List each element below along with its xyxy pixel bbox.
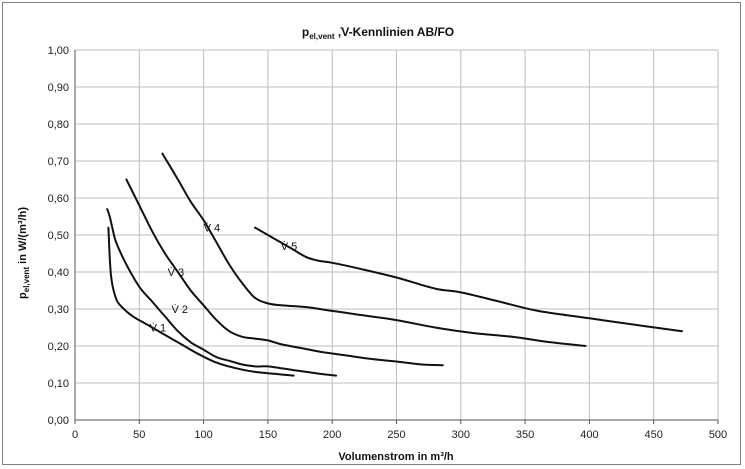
x-tick-labels: 0 50 100 150 200 250 300 350 400 450 500 (72, 429, 727, 441)
x-tick-label: 150 (259, 429, 277, 441)
y-tick-label: 0,90 (48, 82, 69, 94)
x-axis-title: Volumenstrom in m³/h (338, 451, 454, 463)
x-tick-label: 200 (323, 429, 341, 441)
series-line-2 (106, 208, 338, 377)
series-label-3: V̇ 3 (168, 266, 185, 279)
chart-frame (2, 2, 741, 465)
series-label-4: V̇ 4 (204, 222, 221, 235)
x-tick-label: 250 (387, 429, 405, 441)
y-tick-label: 0,60 (48, 193, 69, 205)
y-tick-labels: 0,00 0,10 0,20 0,30 0,40 0,50 0,60 0,70 0,80 0,90… (48, 45, 69, 427)
y-tick-label: 0,50 (48, 230, 69, 242)
x-tick-label: 500 (709, 429, 727, 441)
y-tick-label: 1,00 (48, 45, 69, 57)
y-tick-label: 0,20 (48, 341, 69, 353)
series-line-3 (125, 178, 444, 367)
y-tick-label: 0,10 (48, 378, 69, 390)
x-tick-label: 400 (580, 429, 598, 441)
y-tick-label: 0,30 (48, 304, 69, 316)
series-label-5: V̇ 5 (281, 240, 298, 253)
x-tick-label: 450 (645, 429, 663, 441)
series-labels: V̇ 1 V̇ 2 V̇ 3 V̇ 4 V̇ 5 (150, 222, 298, 335)
series-label-1: V̇ 1 (150, 322, 167, 335)
series-line-1 (107, 226, 295, 377)
y-tick-label: 0,00 (48, 415, 69, 427)
y-tick-label: 0,70 (48, 156, 69, 168)
series-line-4 (161, 152, 587, 347)
y-tick-label: 0,80 (48, 119, 69, 131)
y-tick-label: 0,40 (48, 267, 69, 279)
x-tick-label: 50 (133, 429, 145, 441)
x-tick-label: 300 (452, 429, 470, 441)
y-axis-title: pel,vent in W/(m³/h) (17, 207, 31, 299)
x-tick-label: 100 (194, 429, 212, 441)
series-line-5 (254, 226, 683, 333)
x-tick-label: 0 (72, 429, 78, 441)
chart-title: pel,vent ,̇V-Kennlinien AB/FO (302, 25, 454, 41)
series-label-2: V̇ 2 (171, 303, 188, 316)
grid (74, 49, 719, 424)
series-lines (106, 152, 683, 377)
x-tick-label: 350 (516, 429, 534, 441)
